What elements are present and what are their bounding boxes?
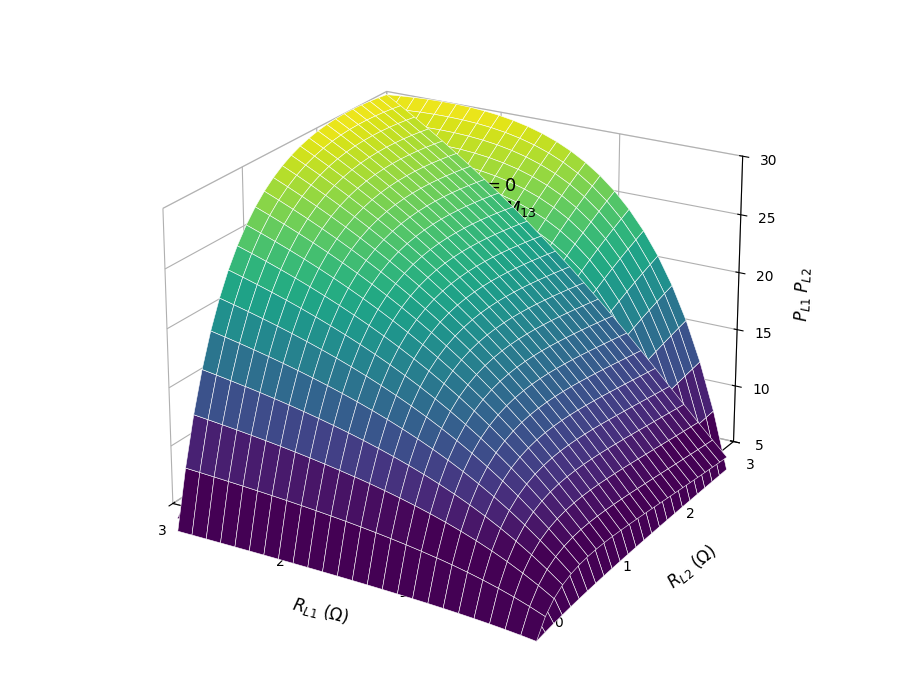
- Y-axis label: $R_{L2}\ (\Omega)$: $R_{L2}\ (\Omega)$: [662, 540, 721, 593]
- X-axis label: $R_{L1}\ (\Omega)$: $R_{L1}\ (\Omega)$: [290, 594, 351, 628]
- Text: $M_{23} = 0$
$M_{12} = M_{13}$: $M_{23} = 0$ $M_{12} = M_{13}$: [450, 176, 536, 219]
